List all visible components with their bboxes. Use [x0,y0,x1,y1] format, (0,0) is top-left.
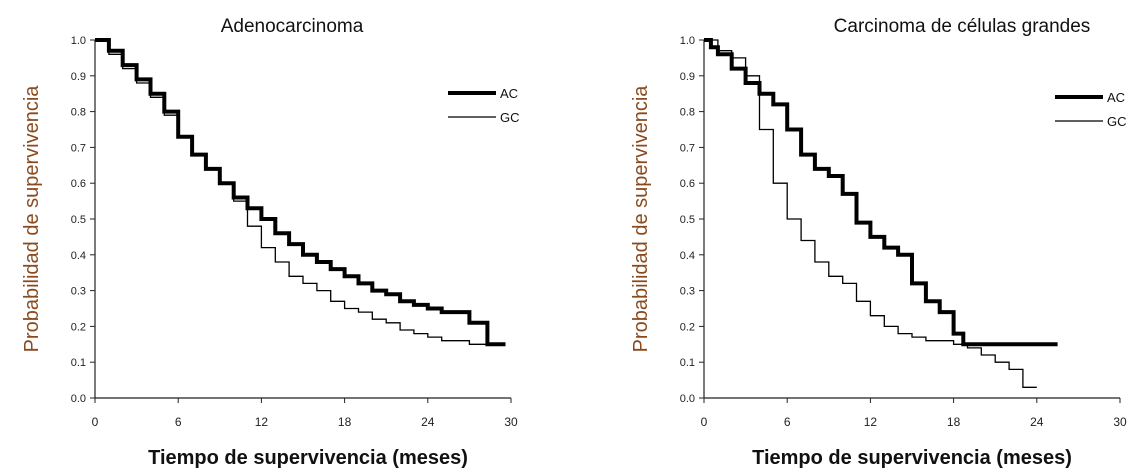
x-tick-label: 0 [701,415,708,429]
x-tick-label: 12 [255,415,269,429]
series-line-ac [95,38,506,347]
y-tick-label: 0.3 [71,286,86,298]
x-tick-label: 12 [864,415,878,429]
legend-label-ac: AC [1107,90,1125,105]
y-tick-label: 0.7 [680,142,695,154]
y-tick-label: 0.5 [680,214,695,226]
x-tick-label: 6 [175,415,182,429]
x-tick-label: 30 [504,415,518,429]
x-tick-label: 18 [338,415,352,429]
x-tick-label: 24 [1030,415,1044,429]
y-tick-label: 0.0 [71,393,86,405]
series-line-gc [704,39,1037,388]
x-axis-label: Tiempo de supervivencia (meses) [148,447,468,469]
y-tick-label: 0.1 [680,357,695,369]
y-tick-label: 0.1 [71,357,86,369]
y-tick-label: 1.0 [71,35,86,47]
y-tick-label: 0.8 [71,107,86,119]
x-tick-label: 30 [1113,415,1127,429]
x-tick-label: 24 [421,415,435,429]
y-tick-label: 0.4 [680,250,695,262]
chart-title: Carcinoma de células grandes [834,16,1091,37]
y-tick-label: 0.4 [71,250,86,262]
y-tick-label: 0.9 [680,71,695,83]
y-tick-label: 1.0 [680,35,695,47]
y-tick-label: 0.6 [71,178,86,190]
legend-label-ac: AC [500,86,518,101]
series-line-ac [704,38,1058,347]
chart-carcinoma-celulas-grandes: Carcinoma de células grandes 0.0 0.1 0.2 0.3… [630,16,1127,469]
y-tick-label: 0.2 [680,321,695,333]
chart-adenocarcinoma: Adenocarcinoma 0.0 0.1 0.2 0.3 0.4 0.5 0.6 0.7 0.… [21,16,520,469]
y-tick-label: 0.8 [680,107,695,119]
y-tick-label: 0.5 [71,214,86,226]
y-tick-label: 0.0 [680,393,695,405]
x-tick-label: 18 [947,415,961,429]
legend-label-gc: GC [1107,114,1127,129]
y-tick-label: 0.9 [71,71,86,83]
y-axis-label: Probabilidad de supervivencia [630,85,652,353]
legend-label-gc: GC [500,110,520,125]
y-tick-label: 0.3 [680,286,695,298]
x-tick-label: 6 [784,415,791,429]
chart-title: Adenocarcinoma [221,16,364,37]
x-axis-label: Tiempo de supervivencia (meses) [752,447,1072,469]
y-tick-label: 0.2 [71,321,86,333]
y-axis-label: Probabilidad de supervivencia [21,85,43,353]
series-line-gc [95,39,498,345]
x-tick-label: 0 [92,415,99,429]
y-tick-label: 0.7 [71,142,86,154]
y-tick-label: 0.6 [680,178,695,190]
